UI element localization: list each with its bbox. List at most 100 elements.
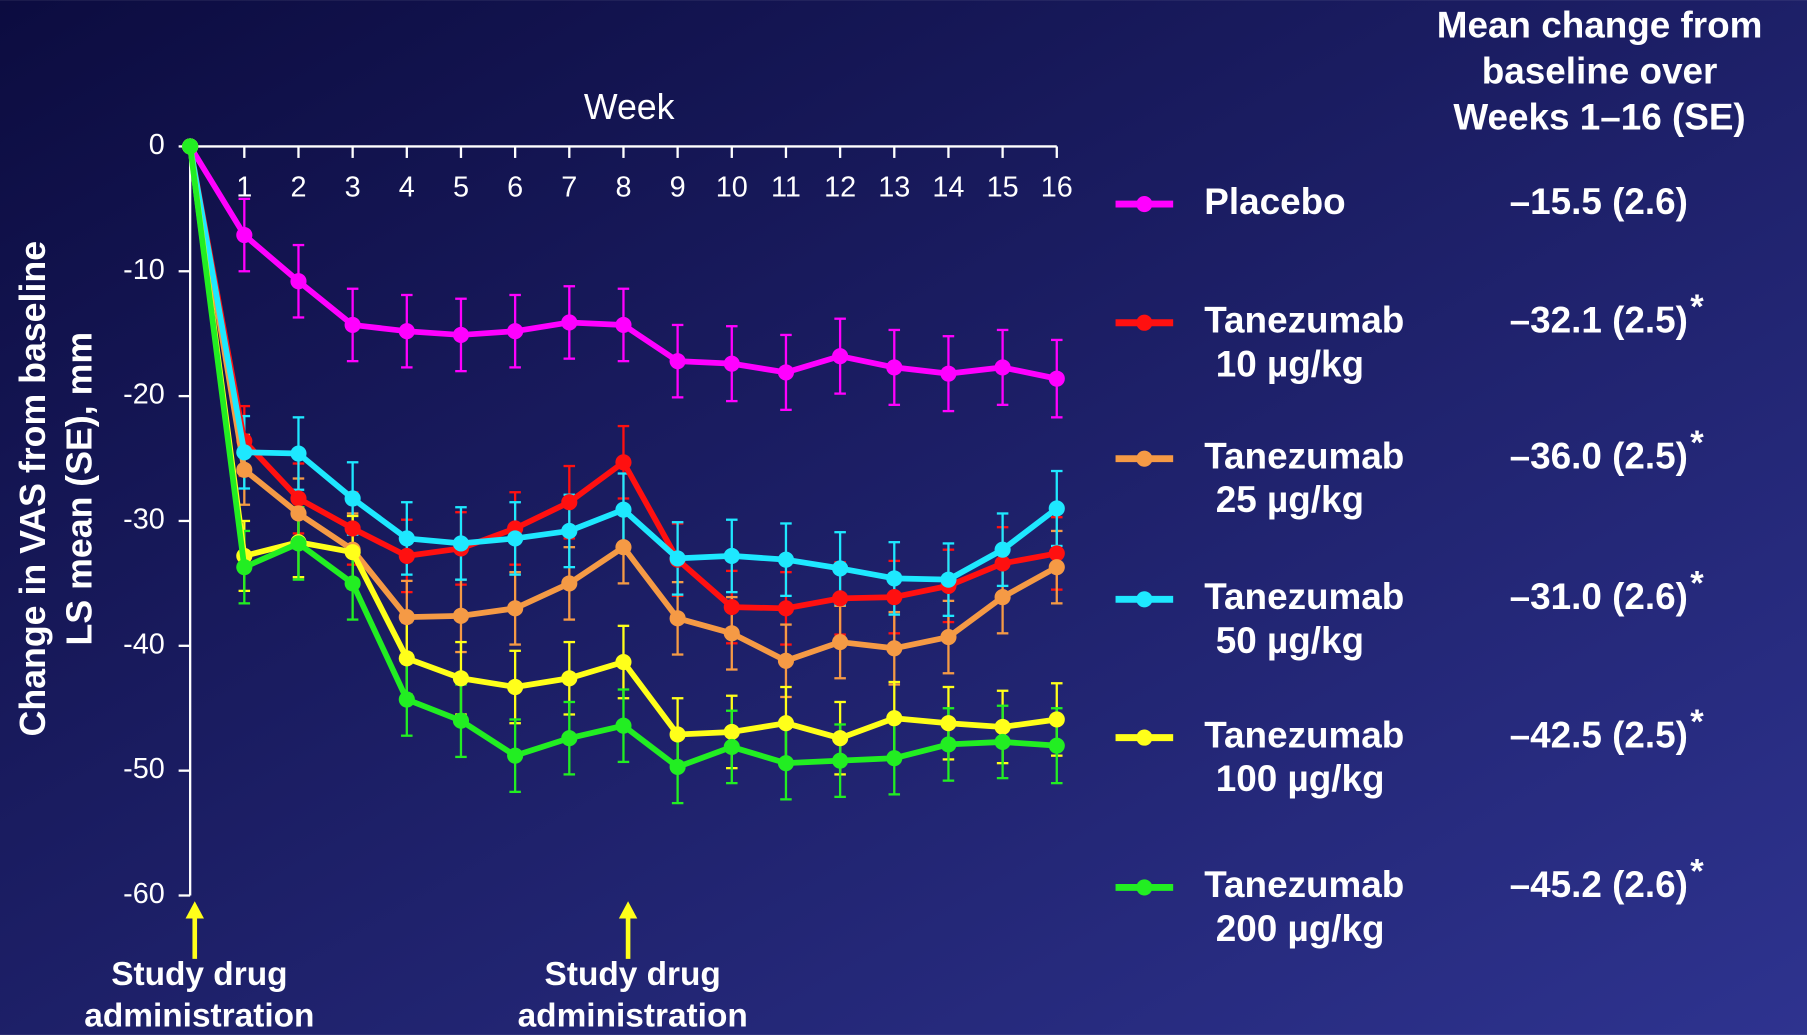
data-point: [561, 575, 578, 592]
x-tick-label: 7: [561, 172, 577, 204]
x-tick-label: 4: [399, 172, 415, 204]
legend-marker: [1136, 591, 1153, 608]
data-point: [452, 326, 470, 344]
data-point: [1048, 711, 1065, 728]
data-point: [452, 712, 470, 729]
data-point: [723, 355, 740, 372]
x-tick-label: 6: [507, 172, 523, 204]
x-tick-label: 2: [290, 172, 306, 204]
legend-dose: 100 µg/kg: [1216, 758, 1385, 799]
significance-marker: *: [1690, 288, 1704, 326]
data-point: [940, 571, 957, 588]
legend-dose: 25 µg/kg: [1216, 479, 1364, 520]
data-point: [507, 600, 524, 617]
data-point: [398, 691, 415, 708]
x-tick-label: 1: [236, 172, 252, 204]
data-point: [452, 607, 470, 624]
x-tick-label: 9: [670, 172, 686, 204]
x-axis-label: Week: [584, 87, 675, 127]
legend-marker: [1136, 450, 1153, 467]
data-point: [290, 445, 307, 462]
data-point: [777, 715, 795, 732]
data-point: [561, 494, 578, 511]
annotation-arrowhead: [185, 901, 204, 919]
mean-change: –31.0 (2.6): [1510, 576, 1688, 617]
y-tick-label: 0: [149, 129, 165, 161]
mean-change: –45.2 (2.6): [1510, 864, 1688, 905]
data-point: [994, 359, 1011, 376]
data-point: [507, 747, 524, 764]
data-point: [507, 323, 524, 340]
data-point: [398, 530, 415, 547]
data-point: [236, 559, 253, 576]
data-point: [561, 314, 578, 331]
data-point: [940, 715, 957, 732]
data-point: [940, 365, 957, 382]
legend-label: Placebo: [1204, 181, 1345, 222]
data-point: [832, 590, 849, 607]
data-point: [561, 670, 578, 687]
mean-change: –15.5 (2.6): [1510, 181, 1688, 222]
significance-marker: *: [1690, 703, 1704, 741]
y-tick-label: -50: [123, 753, 165, 785]
data-point: [832, 633, 849, 651]
legend-label: Tanezumab: [1204, 435, 1404, 476]
annotation-text: Study drug: [545, 956, 721, 993]
data-point: [723, 547, 740, 564]
data-point: [236, 444, 253, 461]
data-point: [1048, 737, 1065, 754]
data-point: [669, 726, 686, 743]
data-point: [615, 717, 632, 734]
data-point: [669, 353, 686, 370]
legend-dose: 50 µg/kg: [1216, 620, 1364, 661]
data-point: [994, 733, 1011, 751]
data-point: [507, 678, 524, 696]
data-point: [777, 364, 795, 381]
legend-marker: [1136, 879, 1153, 896]
data-point: [452, 670, 470, 687]
data-point: [344, 520, 361, 537]
data-point: [398, 609, 415, 626]
significance-marker: *: [1690, 565, 1704, 603]
data-point: [832, 560, 849, 577]
data-point: [615, 539, 632, 556]
x-tick-label: 8: [615, 172, 631, 204]
data-point: [777, 652, 795, 669]
data-point: [344, 575, 361, 592]
y-tick-label: -30: [123, 504, 165, 536]
legend-label: Tanezumab: [1204, 864, 1404, 905]
legend-marker: [1136, 314, 1153, 331]
legend-label: Tanezumab: [1204, 714, 1404, 755]
data-point: [615, 454, 632, 471]
x-tick-label: 11: [771, 172, 801, 204]
data-point: [344, 490, 361, 507]
mean-change: –42.5 (2.5): [1510, 714, 1688, 755]
data-point: [1048, 500, 1065, 517]
data-point: [994, 541, 1011, 558]
significance-marker: *: [1690, 424, 1704, 462]
data-point: [669, 758, 686, 775]
data-point: [507, 530, 524, 547]
data-point: [832, 730, 849, 747]
x-tick-label: 14: [932, 172, 964, 204]
y-tick-label: -40: [123, 628, 165, 660]
data-point: [777, 600, 795, 617]
data-point: [1048, 370, 1065, 387]
data-point: [886, 570, 903, 587]
side-header: Weeks 1–16 (SE): [1453, 97, 1745, 138]
legend-dose: 200 µg/kg: [1216, 908, 1385, 949]
y-tick-label: -20: [123, 379, 165, 411]
data-point: [398, 650, 415, 667]
data-point: [832, 752, 849, 769]
legend-marker: [1136, 195, 1153, 213]
annotation-text: administration: [518, 997, 748, 1034]
data-point: [561, 730, 578, 747]
data-point: [994, 589, 1011, 606]
mean-change: –36.0 (2.5): [1510, 435, 1688, 476]
data-point: [777, 755, 795, 772]
data-point: [182, 138, 199, 155]
data-point: [615, 501, 632, 518]
y-tick-label: -10: [123, 254, 165, 286]
x-tick-label: 15: [987, 172, 1019, 204]
